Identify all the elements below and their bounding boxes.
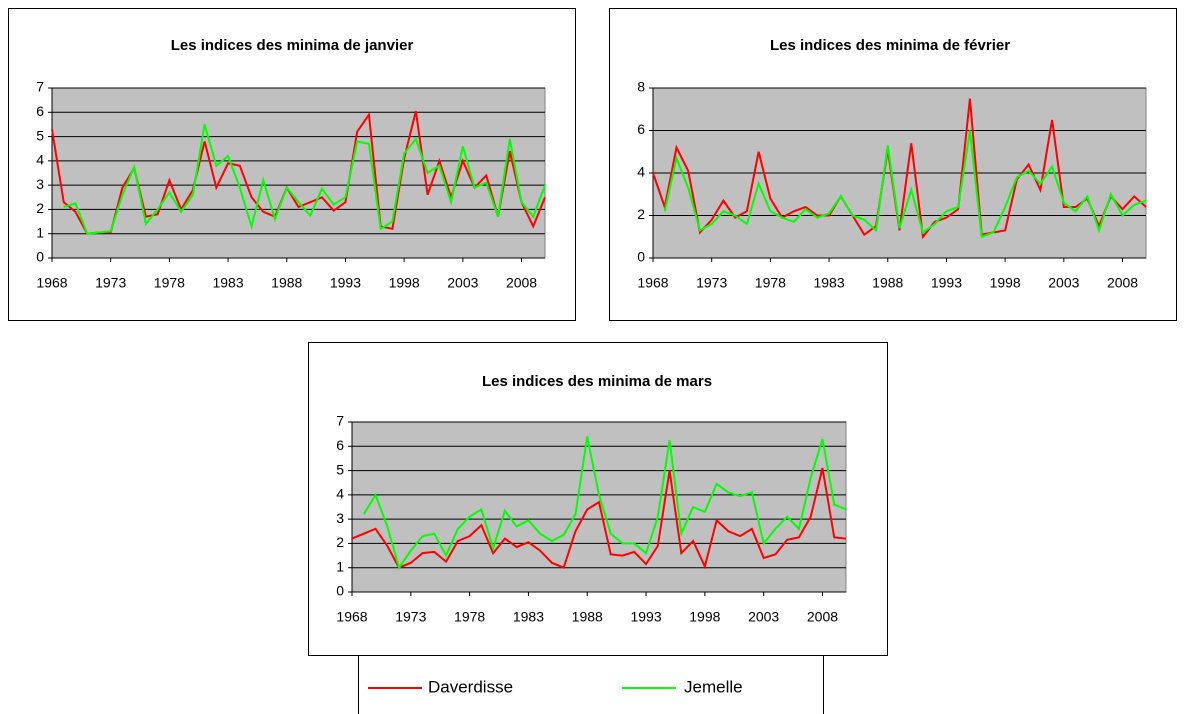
y-tick-label: 6 <box>36 103 44 119</box>
y-tick-label: 4 <box>336 486 344 502</box>
x-tick-label: 1988 <box>572 609 603 625</box>
y-tick-label: 2 <box>36 200 44 216</box>
x-tick-label: 1968 <box>36 275 67 291</box>
x-tick-label: 1978 <box>755 275 786 291</box>
series-line <box>362 436 847 571</box>
chart-title: Les indices des minima de février <box>770 37 1010 54</box>
legend-label: Daverdisse <box>428 677 513 696</box>
series-line <box>663 130 1147 239</box>
x-tick-label: 1988 <box>872 275 903 291</box>
y-tick-label: 4 <box>637 164 645 180</box>
x-tick-label: 2003 <box>447 275 478 291</box>
chart-title: Les indices des minima de mars <box>482 373 712 390</box>
x-tick-label: 1978 <box>454 609 485 625</box>
x-tick-label: 2003 <box>748 609 779 625</box>
x-tick-label: 1978 <box>154 275 185 291</box>
x-tick-label: 1998 <box>389 275 420 291</box>
y-tick-label: 3 <box>336 510 344 526</box>
legend-label: Jemelle <box>684 677 743 696</box>
x-tick-label: 1993 <box>630 609 661 625</box>
legend-box <box>358 655 824 714</box>
x-tick-label: 1983 <box>212 275 243 291</box>
chart-title: Les indices des minima de janvier <box>171 37 414 54</box>
y-tick-label: 1 <box>336 558 344 574</box>
plot-area <box>51 87 546 259</box>
y-tick-label: 1 <box>36 224 44 240</box>
y-tick-label: 2 <box>336 534 344 550</box>
plot-area <box>351 421 847 593</box>
series-line <box>63 124 546 235</box>
series-line <box>652 98 1147 240</box>
y-tick-label: 0 <box>336 583 344 599</box>
y-tick-label: 0 <box>36 249 44 265</box>
x-tick-label: 2008 <box>506 275 537 291</box>
y-tick-label: 7 <box>336 413 344 429</box>
y-tick-label: 3 <box>36 176 44 192</box>
x-tick-label: 1973 <box>95 275 126 291</box>
x-tick-label: 2008 <box>807 609 838 625</box>
x-tick-label: 1998 <box>689 609 720 625</box>
x-tick-label: 1973 <box>395 609 426 625</box>
x-tick-label: 2008 <box>1107 275 1138 291</box>
y-tick-label: 6 <box>336 437 344 453</box>
x-tick-label: 1998 <box>990 275 1021 291</box>
x-tick-label: 1983 <box>813 275 844 291</box>
y-tick-label: 0 <box>637 249 645 265</box>
y-tick-label: 4 <box>36 152 44 168</box>
x-tick-label: 1983 <box>513 609 544 625</box>
y-tick-label: 5 <box>336 461 344 477</box>
y-tick-label: 8 <box>637 79 645 95</box>
x-tick-label: 1993 <box>330 275 361 291</box>
x-tick-label: 1993 <box>931 275 962 291</box>
y-tick-label: 2 <box>637 206 645 222</box>
x-tick-label: 2003 <box>1048 275 1079 291</box>
y-tick-label: 6 <box>637 121 645 137</box>
y-tick-label: 7 <box>36 79 44 95</box>
x-tick-label: 1968 <box>637 275 668 291</box>
x-tick-label: 1988 <box>271 275 302 291</box>
x-tick-label: 1968 <box>336 609 367 625</box>
y-tick-label: 5 <box>36 127 44 143</box>
series-line <box>351 467 847 570</box>
x-tick-label: 1973 <box>696 275 727 291</box>
